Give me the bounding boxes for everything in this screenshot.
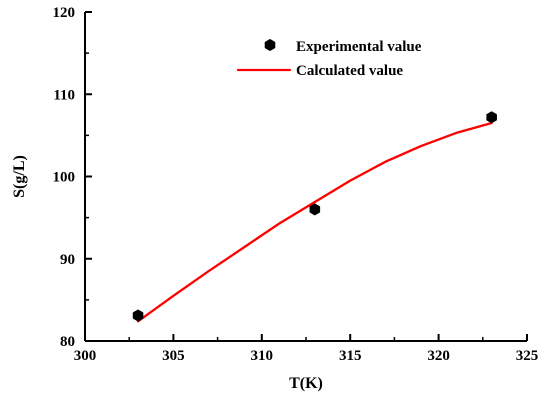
x-tick-label: 310 xyxy=(251,348,274,364)
legend-experimental-marker xyxy=(264,38,276,52)
x-tick-label: 300 xyxy=(74,348,97,364)
experimental-point xyxy=(486,111,497,124)
legend-calculated-label: Calculated value xyxy=(296,63,403,79)
experimental-series xyxy=(132,111,497,322)
data-layer xyxy=(132,111,497,323)
x-axis-title: T(K) xyxy=(289,375,323,392)
experimental-point xyxy=(132,309,144,322)
y-tick-label: 110 xyxy=(53,87,75,103)
y-tick-label: 80 xyxy=(60,334,75,350)
y-axis-title: S(g/L) xyxy=(11,155,28,198)
y-tick-label: 120 xyxy=(53,5,76,21)
x-tick-label: 315 xyxy=(339,348,362,364)
axes: 300 305 310 315 320 325 80 90 100 110 120 T(K) S(g/L… xyxy=(11,5,538,392)
calculated-line xyxy=(136,121,493,323)
legend-experimental-label: Experimental value xyxy=(296,39,422,55)
x-tick-label: 325 xyxy=(516,348,539,364)
y-tick-label: 100 xyxy=(53,170,76,186)
legend: Experimental value Calculated value xyxy=(236,38,422,79)
x-tick-label: 320 xyxy=(427,348,450,364)
x-tick-label: 305 xyxy=(162,348,185,364)
calculated-series xyxy=(136,121,493,323)
experimental-point xyxy=(309,203,321,216)
y-tick-label: 90 xyxy=(60,252,75,268)
